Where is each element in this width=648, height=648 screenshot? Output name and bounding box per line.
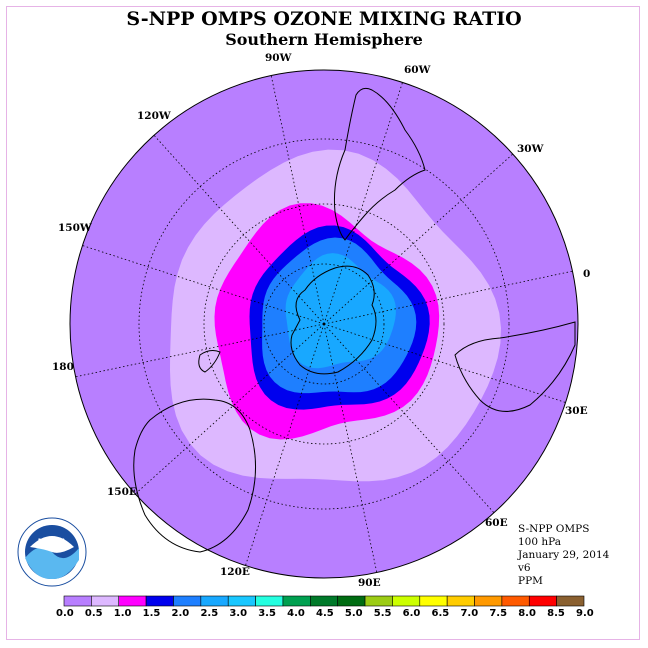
info-units: PPM	[518, 575, 543, 587]
new-zealand-coastline	[198, 350, 221, 373]
info-version: v6	[518, 562, 531, 574]
colorbar-tick-label: 0.5	[84, 608, 103, 619]
colorbar-tick-label: 1.5	[142, 608, 161, 619]
colorbar-swatch	[419, 595, 448, 607]
contour-2-5	[285, 253, 396, 369]
latitude-circle	[263, 263, 385, 385]
colorbar-swatch	[310, 595, 338, 607]
longitude-label-60w: 60W	[404, 64, 431, 76]
colorbar-swatch	[474, 595, 503, 607]
colorbar-tick-label: 6.0	[402, 608, 421, 619]
longitude-label-120w: 120W	[137, 110, 171, 122]
colorbar-tick-label: 8.0	[518, 608, 536, 619]
colorbar-tick-label: 4.5	[316, 608, 334, 619]
info-instrument: S-NPP OMPS	[518, 523, 590, 535]
colorbar-swatch	[91, 595, 120, 607]
colorbar-tick-label: 8.5	[547, 608, 565, 619]
info-block: S-NPP OMPS 100 hPa January 29, 2014 v6 P…	[518, 523, 609, 588]
colorbar-swatch	[200, 595, 229, 607]
colorbar-swatch	[337, 595, 366, 607]
colorbar-swatch	[556, 595, 585, 607]
info-level: 100 hPa	[518, 536, 561, 548]
colorbar-tick-label: 3.0	[229, 608, 248, 619]
colorbar-tick-label: 9.0	[576, 608, 594, 619]
colorbar-tick-label: 7.5	[489, 608, 508, 619]
south-america-coastline	[333, 87, 426, 241]
colorbar-tick-label: 7.0	[460, 608, 479, 619]
longitude-label-180: 180	[52, 361, 74, 373]
latitude-circle	[203, 203, 445, 445]
colorbar-tick-label: 3.5	[258, 608, 276, 619]
colorbar-swatch	[63, 595, 92, 607]
longitude-label-120e: 120E	[220, 566, 250, 578]
colorbar-tick-label: 2.0	[171, 608, 190, 619]
longitude-label-90e: 90E	[358, 577, 381, 589]
longitude-label-0: 0	[583, 268, 591, 280]
colorbar-swatch	[501, 595, 530, 607]
longitude-label-90w: 90W	[265, 52, 292, 64]
colorbar-swatch	[282, 595, 311, 607]
page-frame	[6, 6, 640, 640]
colorbar-tick-label: 6.5	[431, 608, 450, 619]
colorbar-tick-label: 2.5	[200, 608, 219, 619]
page-title: S-NPP OMPS OZONE MIXING RATIO	[126, 8, 522, 30]
info-date: January 29, 2014	[518, 549, 610, 561]
colorbar-swatch	[392, 595, 421, 607]
colorbar-swatch	[446, 595, 475, 607]
colorbar-tick-label: 5.5	[373, 608, 392, 619]
africa-coastline	[454, 321, 576, 412]
latitude-circle	[138, 138, 510, 510]
colorbar-swatch	[118, 595, 147, 607]
colorbar-tick-label: 5.0	[344, 608, 363, 619]
longitude-label-30e: 30E	[565, 405, 588, 417]
colorbar-swatch	[364, 595, 393, 607]
page-subtitle: Southern Hemisphere	[225, 30, 423, 49]
longitude-label-150w: 150W	[58, 222, 92, 234]
colorbar-swatch	[173, 595, 202, 607]
colorbar-tick-label: 0.0	[56, 608, 74, 619]
colorbar-swatch	[227, 595, 256, 607]
colorbar-swatch	[528, 595, 557, 607]
colorbar-tick-label: 1.0	[113, 608, 132, 619]
longitude-label-150e: 150E	[107, 486, 137, 498]
colorbar-tick-label: 4.0	[287, 608, 305, 619]
colorbar-swatch	[255, 595, 284, 607]
australia-coastline	[133, 398, 256, 553]
longitude-label-30w: 30W	[517, 143, 544, 155]
colorbar-swatch	[145, 595, 174, 607]
longitude-label-60e: 60E	[485, 517, 508, 529]
antarctica-coastline	[290, 265, 377, 375]
